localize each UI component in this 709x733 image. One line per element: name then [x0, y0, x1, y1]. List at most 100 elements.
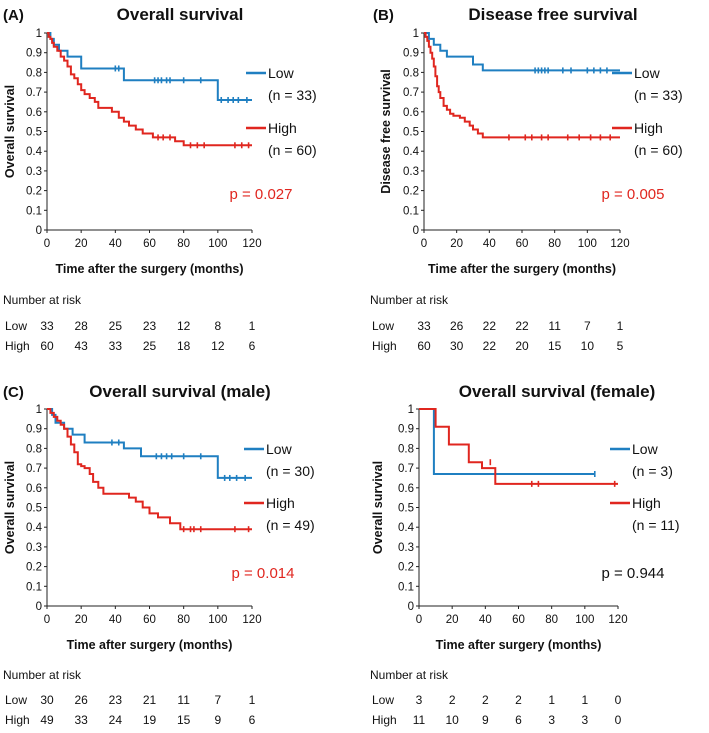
x-tick-label: 0 [421, 238, 427, 250]
risk-count: 19 [143, 713, 157, 727]
y-tick-label: 1 [36, 28, 42, 40]
km-curve-low [47, 408, 252, 479]
y-tick-label: 0.9 [26, 48, 42, 60]
y-tick-label: 0.8 [403, 67, 419, 79]
risk-count: 24 [109, 713, 123, 727]
risk-count: 12 [177, 319, 191, 333]
risk-row-label: Low [5, 319, 27, 333]
y-tick-label: 0.7 [403, 87, 419, 99]
y-axis-label: Disease free survival [379, 69, 393, 193]
km-curve-high [47, 32, 252, 147]
y-tick-label: 0.1 [26, 205, 42, 217]
y-tick-label: 0.9 [26, 424, 42, 436]
risk-count: 25 [143, 339, 157, 353]
x-tick-label: 20 [446, 614, 459, 626]
risk-count: 10 [581, 339, 595, 353]
y-tick-label: 0.6 [26, 107, 42, 119]
legend-n-low: (n = 30) [266, 463, 315, 479]
y-tick-label: 0.8 [26, 67, 42, 79]
x-tick-label: 40 [109, 238, 122, 250]
risk-count: 0 [615, 693, 622, 707]
y-tick-label: 0.6 [26, 483, 42, 495]
y-tick-label: 0.2 [403, 186, 419, 198]
km-curve-low [47, 32, 252, 101]
y-tick-label: 0.4 [26, 522, 43, 534]
y-tick-label: 0.6 [398, 483, 414, 495]
x-tick-label: 100 [208, 238, 227, 250]
risk-count: 33 [109, 339, 123, 353]
y-tick-label: 0.1 [398, 581, 414, 593]
risk-count: 12 [211, 339, 225, 353]
x-tick-label: 100 [208, 614, 227, 626]
y-tick-label: 0.1 [403, 205, 419, 217]
p-value: p = 0.014 [232, 565, 295, 582]
risk-count: 11 [548, 319, 561, 333]
risk-count: 8 [214, 319, 221, 333]
risk-row-label: Low [372, 693, 394, 707]
y-tick-label: 0.4 [403, 146, 420, 158]
risk-count: 3 [416, 693, 423, 707]
risk-count: 6 [249, 339, 256, 353]
risk-count: 11 [413, 713, 426, 727]
km-panel: (C) Overall survival (male) 0 0.1 0.2 0.3 0.4 0… [3, 382, 315, 727]
risk-count: 1 [581, 693, 588, 707]
y-tick-label: 0.5 [403, 127, 419, 139]
risk-count: 3 [548, 713, 555, 727]
legend-label-low: Low [634, 65, 661, 81]
y-tick-label: 0.2 [26, 562, 42, 574]
km-panel: (B) Disease free survival 0 0.1 0.2 0.3 0.4 0.5… [370, 5, 683, 353]
x-axis-label: Time after the surgery (months) [428, 262, 616, 276]
risk-count: 30 [40, 693, 54, 707]
risk-count: 60 [40, 339, 54, 353]
y-tick-label: 0.2 [398, 562, 414, 574]
risk-table-header: Number at risk [370, 293, 449, 307]
legend-n-low: (n = 3) [632, 463, 673, 479]
x-tick-label: 80 [177, 238, 190, 250]
x-tick-label: 20 [75, 614, 88, 626]
risk-count: 33 [40, 319, 54, 333]
y-tick-label: 0.3 [403, 166, 419, 178]
chart-title: Overall survival [117, 5, 244, 24]
km-curve-low [424, 32, 620, 72]
y-tick-label: 0.3 [398, 542, 414, 554]
chart-title: Overall survival (female) [459, 382, 656, 401]
risk-count: 9 [214, 713, 221, 727]
legend-label-low: Low [632, 441, 659, 457]
x-tick-label: 100 [578, 238, 597, 250]
risk-count: 11 [177, 693, 190, 707]
risk-count: 1 [249, 319, 256, 333]
x-tick-label: 100 [575, 614, 594, 626]
risk-count: 26 [74, 693, 88, 707]
risk-count: 26 [450, 319, 464, 333]
y-tick-label: 0.7 [26, 463, 42, 475]
x-tick-label: 40 [479, 614, 492, 626]
risk-count: 21 [143, 693, 157, 707]
p-value: p = 0.005 [602, 186, 665, 203]
legend-label-low: Low [266, 441, 293, 457]
km-panel: Overall survival (female) 0 0.1 0.2 0.3 0.4 0.… [370, 382, 680, 727]
y-tick-label: 0 [408, 601, 414, 613]
y-tick-label: 0.4 [398, 522, 415, 534]
risk-count: 33 [74, 713, 88, 727]
risk-row-label: Low [372, 319, 394, 333]
risk-count: 23 [143, 319, 157, 333]
x-tick-label: 40 [109, 614, 122, 626]
y-tick-label: 0.3 [26, 166, 42, 178]
x-tick-label: 80 [548, 238, 561, 250]
legend-n-high: (n = 11) [632, 517, 680, 533]
x-tick-label: 20 [450, 238, 463, 250]
x-tick-label: 40 [483, 238, 496, 250]
y-tick-label: 0.7 [398, 463, 414, 475]
x-axis-label: Time after the surgery (months) [55, 262, 243, 276]
legend-n-low: (n = 33) [268, 87, 317, 103]
y-tick-label: 1 [36, 404, 42, 416]
risk-count: 2 [515, 693, 522, 707]
legend-label-high: High [634, 120, 663, 136]
y-tick-label: 0.5 [398, 503, 414, 515]
legend-label-high: High [266, 495, 295, 511]
x-tick-label: 60 [512, 614, 525, 626]
risk-count: 49 [40, 713, 54, 727]
p-value: p = 0.944 [602, 565, 665, 582]
y-tick-label: 0.9 [403, 48, 419, 60]
y-tick-label: 0.4 [26, 146, 43, 158]
